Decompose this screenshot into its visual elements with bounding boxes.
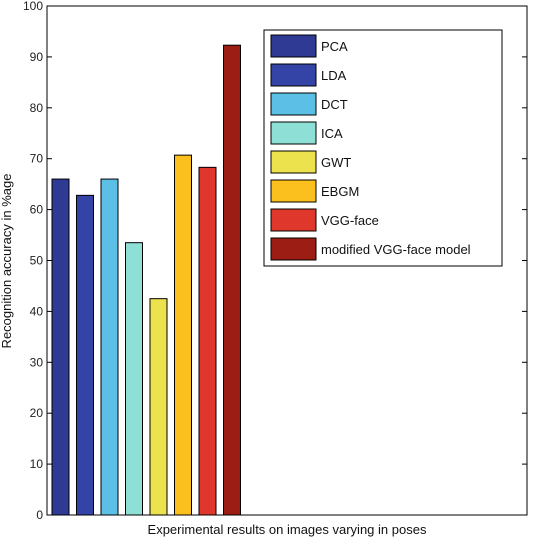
x-axis-label: Experimental results on images varying i… bbox=[148, 522, 427, 537]
legend-label: modified VGG-face model bbox=[321, 242, 471, 257]
legend-swatch-pca bbox=[270, 34, 317, 58]
bars bbox=[51, 44, 241, 516]
y-tick-label: 40 bbox=[30, 304, 44, 318]
legend-swatch-lda bbox=[270, 63, 317, 87]
legend-swatch-vgg-face bbox=[270, 208, 317, 232]
legend-label: EBGM bbox=[321, 184, 359, 199]
y-axis: 0 10 20 30 40 50 60 70 80 90 100 bbox=[23, 0, 527, 522]
y-tick-label: 100 bbox=[23, 0, 43, 13]
legend-swatch-ica bbox=[270, 121, 317, 145]
bar-gwt bbox=[149, 298, 168, 516]
y-tick-label: 80 bbox=[30, 101, 44, 115]
y-tick-label: 70 bbox=[30, 152, 44, 166]
legend-label: DCT bbox=[321, 97, 348, 112]
y-tick-label: 30 bbox=[30, 355, 44, 369]
bar-ica bbox=[125, 242, 143, 516]
bar-ebgm bbox=[174, 154, 192, 516]
y-tick-label: 90 bbox=[30, 50, 44, 64]
legend-label: PCA bbox=[321, 39, 348, 54]
legend-label: GWT bbox=[321, 155, 351, 170]
bar-lda bbox=[76, 194, 94, 516]
legend-label: VGG-face bbox=[321, 213, 379, 228]
legend: PCA LDA DCT ICA GWT EBGM VGG-face modified VGG-… bbox=[263, 29, 503, 267]
legend-swatch-gwt bbox=[270, 150, 317, 174]
legend-label: ICA bbox=[321, 126, 343, 141]
bar-dct bbox=[100, 178, 119, 516]
y-tick-label: 20 bbox=[30, 406, 44, 420]
bar-pca bbox=[51, 178, 70, 516]
legend-swatch-dct bbox=[270, 92, 317, 116]
y-tick-label: 50 bbox=[30, 254, 44, 268]
y-axis-label: Recognition accuracy in %age bbox=[0, 174, 14, 349]
y-tick-label: 10 bbox=[30, 457, 44, 471]
bar-modified-vgg-face-model bbox=[223, 44, 241, 516]
bar-vgg-face bbox=[198, 166, 217, 516]
legend-swatch-ebgm bbox=[270, 179, 317, 203]
legend-label: LDA bbox=[321, 68, 347, 83]
legend-swatch-modified-vgg-face-model bbox=[270, 237, 317, 261]
y-tick-label: 60 bbox=[30, 203, 44, 217]
y-tick-label: 0 bbox=[36, 508, 43, 522]
